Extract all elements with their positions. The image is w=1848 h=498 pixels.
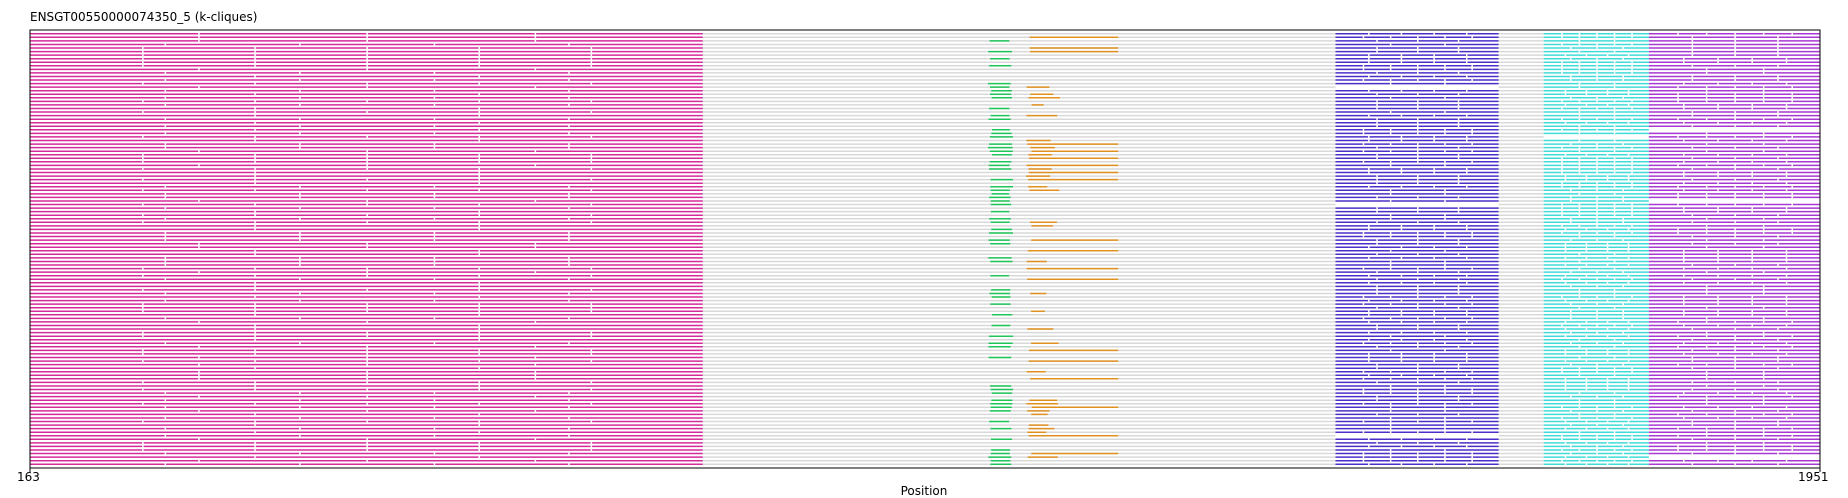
- chart-title: ENSGT00550000074350_5 (k-cliques): [30, 10, 258, 24]
- plot-frame: [29, 29, 1821, 469]
- x-tick-label-max: 1951: [1798, 470, 1829, 484]
- x-axis-label: Position: [900, 484, 948, 498]
- track-rows: [30, 33, 1820, 465]
- x-tick-label-min: 163: [17, 470, 40, 484]
